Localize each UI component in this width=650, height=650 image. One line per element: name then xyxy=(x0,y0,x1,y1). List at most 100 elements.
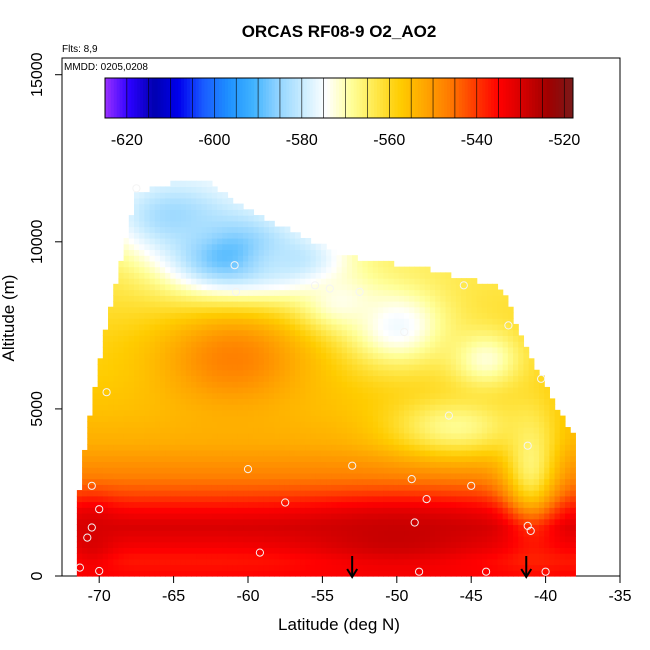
heatmap-cell xyxy=(352,421,358,428)
heatmap-cell xyxy=(206,266,213,273)
heatmap-cell xyxy=(149,323,156,331)
heatmap-cell xyxy=(367,346,374,354)
heatmap-cell xyxy=(154,203,161,210)
heatmap-cell xyxy=(211,335,218,342)
heatmap-cell xyxy=(455,289,462,296)
heatmap-cell xyxy=(274,518,280,526)
heatmap-cell xyxy=(523,375,530,382)
heatmap-cell xyxy=(243,541,249,548)
heatmap-cell xyxy=(237,507,244,514)
heatmap-cell xyxy=(404,398,410,405)
heatmap-cell xyxy=(243,301,249,308)
heatmap-cell xyxy=(383,272,390,279)
heatmap-cell xyxy=(227,209,234,216)
heatmap-cell xyxy=(435,381,441,388)
heatmap-cell xyxy=(128,409,135,417)
heatmap-cell xyxy=(201,346,208,354)
heatmap-cell xyxy=(289,278,296,285)
heatmap-cell xyxy=(487,467,493,474)
heatmap-cell xyxy=(346,306,353,314)
heatmap-cell xyxy=(258,329,265,336)
heatmap-cell xyxy=(367,455,374,463)
heatmap-cell xyxy=(331,392,338,399)
heatmap-cell xyxy=(217,283,223,291)
heatmap-cell xyxy=(300,558,306,566)
heatmap-cell xyxy=(445,341,452,348)
heatmap-cell xyxy=(201,467,208,474)
heatmap-cell xyxy=(393,306,400,314)
heatmap-cell xyxy=(87,541,94,548)
heatmap-cell xyxy=(289,375,296,382)
heatmap-cell xyxy=(289,318,296,325)
heatmap-cell xyxy=(419,547,426,554)
heatmap-cell xyxy=(253,295,260,302)
heatmap-cell xyxy=(450,392,457,399)
heatmap-cell xyxy=(82,553,88,560)
heatmap-cell xyxy=(435,329,441,336)
heatmap-cell xyxy=(372,484,379,491)
heatmap-cell xyxy=(144,352,151,359)
heatmap-cell xyxy=(331,415,338,422)
heatmap-cell xyxy=(476,318,483,325)
heatmap-cell xyxy=(237,312,244,319)
heatmap-cell xyxy=(502,364,509,371)
heatmap-cell xyxy=(326,335,332,342)
heatmap-cell xyxy=(165,283,171,291)
heatmap-cell xyxy=(139,392,145,399)
heatmap-cell xyxy=(315,398,322,405)
heatmap-cell xyxy=(279,432,286,440)
heatmap-cell xyxy=(180,524,187,531)
heatmap-cell xyxy=(159,570,166,577)
heatmap-cell xyxy=(206,226,213,233)
heatmap-cell xyxy=(466,398,473,405)
heatmap-cell xyxy=(294,427,301,434)
heatmap-cell xyxy=(455,341,462,348)
heatmap-cell xyxy=(305,507,312,514)
heatmap-cell xyxy=(487,301,493,308)
heatmap-cell xyxy=(294,518,301,526)
heatmap-cell xyxy=(518,392,525,399)
heatmap-cell xyxy=(170,535,177,543)
heatmap-cell xyxy=(289,346,296,354)
heatmap-cell xyxy=(409,547,415,554)
heatmap-cell xyxy=(211,484,218,491)
heatmap-cell xyxy=(461,358,467,365)
heatmap-cell xyxy=(372,512,379,520)
heatmap-cell xyxy=(201,312,208,319)
heatmap-cell xyxy=(455,512,462,520)
heatmap-cell xyxy=(185,444,192,451)
heatmap-cell xyxy=(175,318,182,325)
heatmap-cell xyxy=(113,415,120,422)
heatmap-cell xyxy=(414,490,421,497)
heatmap-cell xyxy=(305,323,312,331)
heatmap-cell xyxy=(149,484,156,491)
heatmap-cell xyxy=(518,352,525,359)
heatmap-cell xyxy=(372,335,379,342)
heatmap-cell xyxy=(471,444,478,451)
heatmap-cell xyxy=(232,255,239,262)
heatmap-cell xyxy=(144,547,151,554)
heatmap-cell xyxy=(502,398,509,405)
heatmap-cell xyxy=(362,518,369,526)
heatmap-cell xyxy=(243,535,249,543)
heatmap-cell xyxy=(258,478,265,485)
heatmap-cell xyxy=(274,266,280,273)
heatmap-cell xyxy=(279,455,286,463)
heatmap-cell xyxy=(185,369,192,377)
heatmap-cell xyxy=(414,364,421,371)
heatmap-cell xyxy=(372,478,379,485)
heatmap-cell xyxy=(326,352,332,359)
heatmap-cell xyxy=(414,564,421,571)
heatmap-cell xyxy=(263,570,270,577)
heatmap-cell xyxy=(159,455,166,463)
heatmap-cell xyxy=(362,289,369,296)
heatmap-cell xyxy=(300,243,306,251)
heatmap-cell xyxy=(419,455,426,463)
heatmap-cell xyxy=(466,524,473,531)
heatmap-cell xyxy=(466,364,473,371)
heatmap-cell xyxy=(528,518,535,526)
heatmap-cell xyxy=(341,289,348,296)
heatmap-cell xyxy=(383,381,390,388)
heatmap-cell xyxy=(253,226,260,233)
heatmap-cell xyxy=(539,490,545,497)
